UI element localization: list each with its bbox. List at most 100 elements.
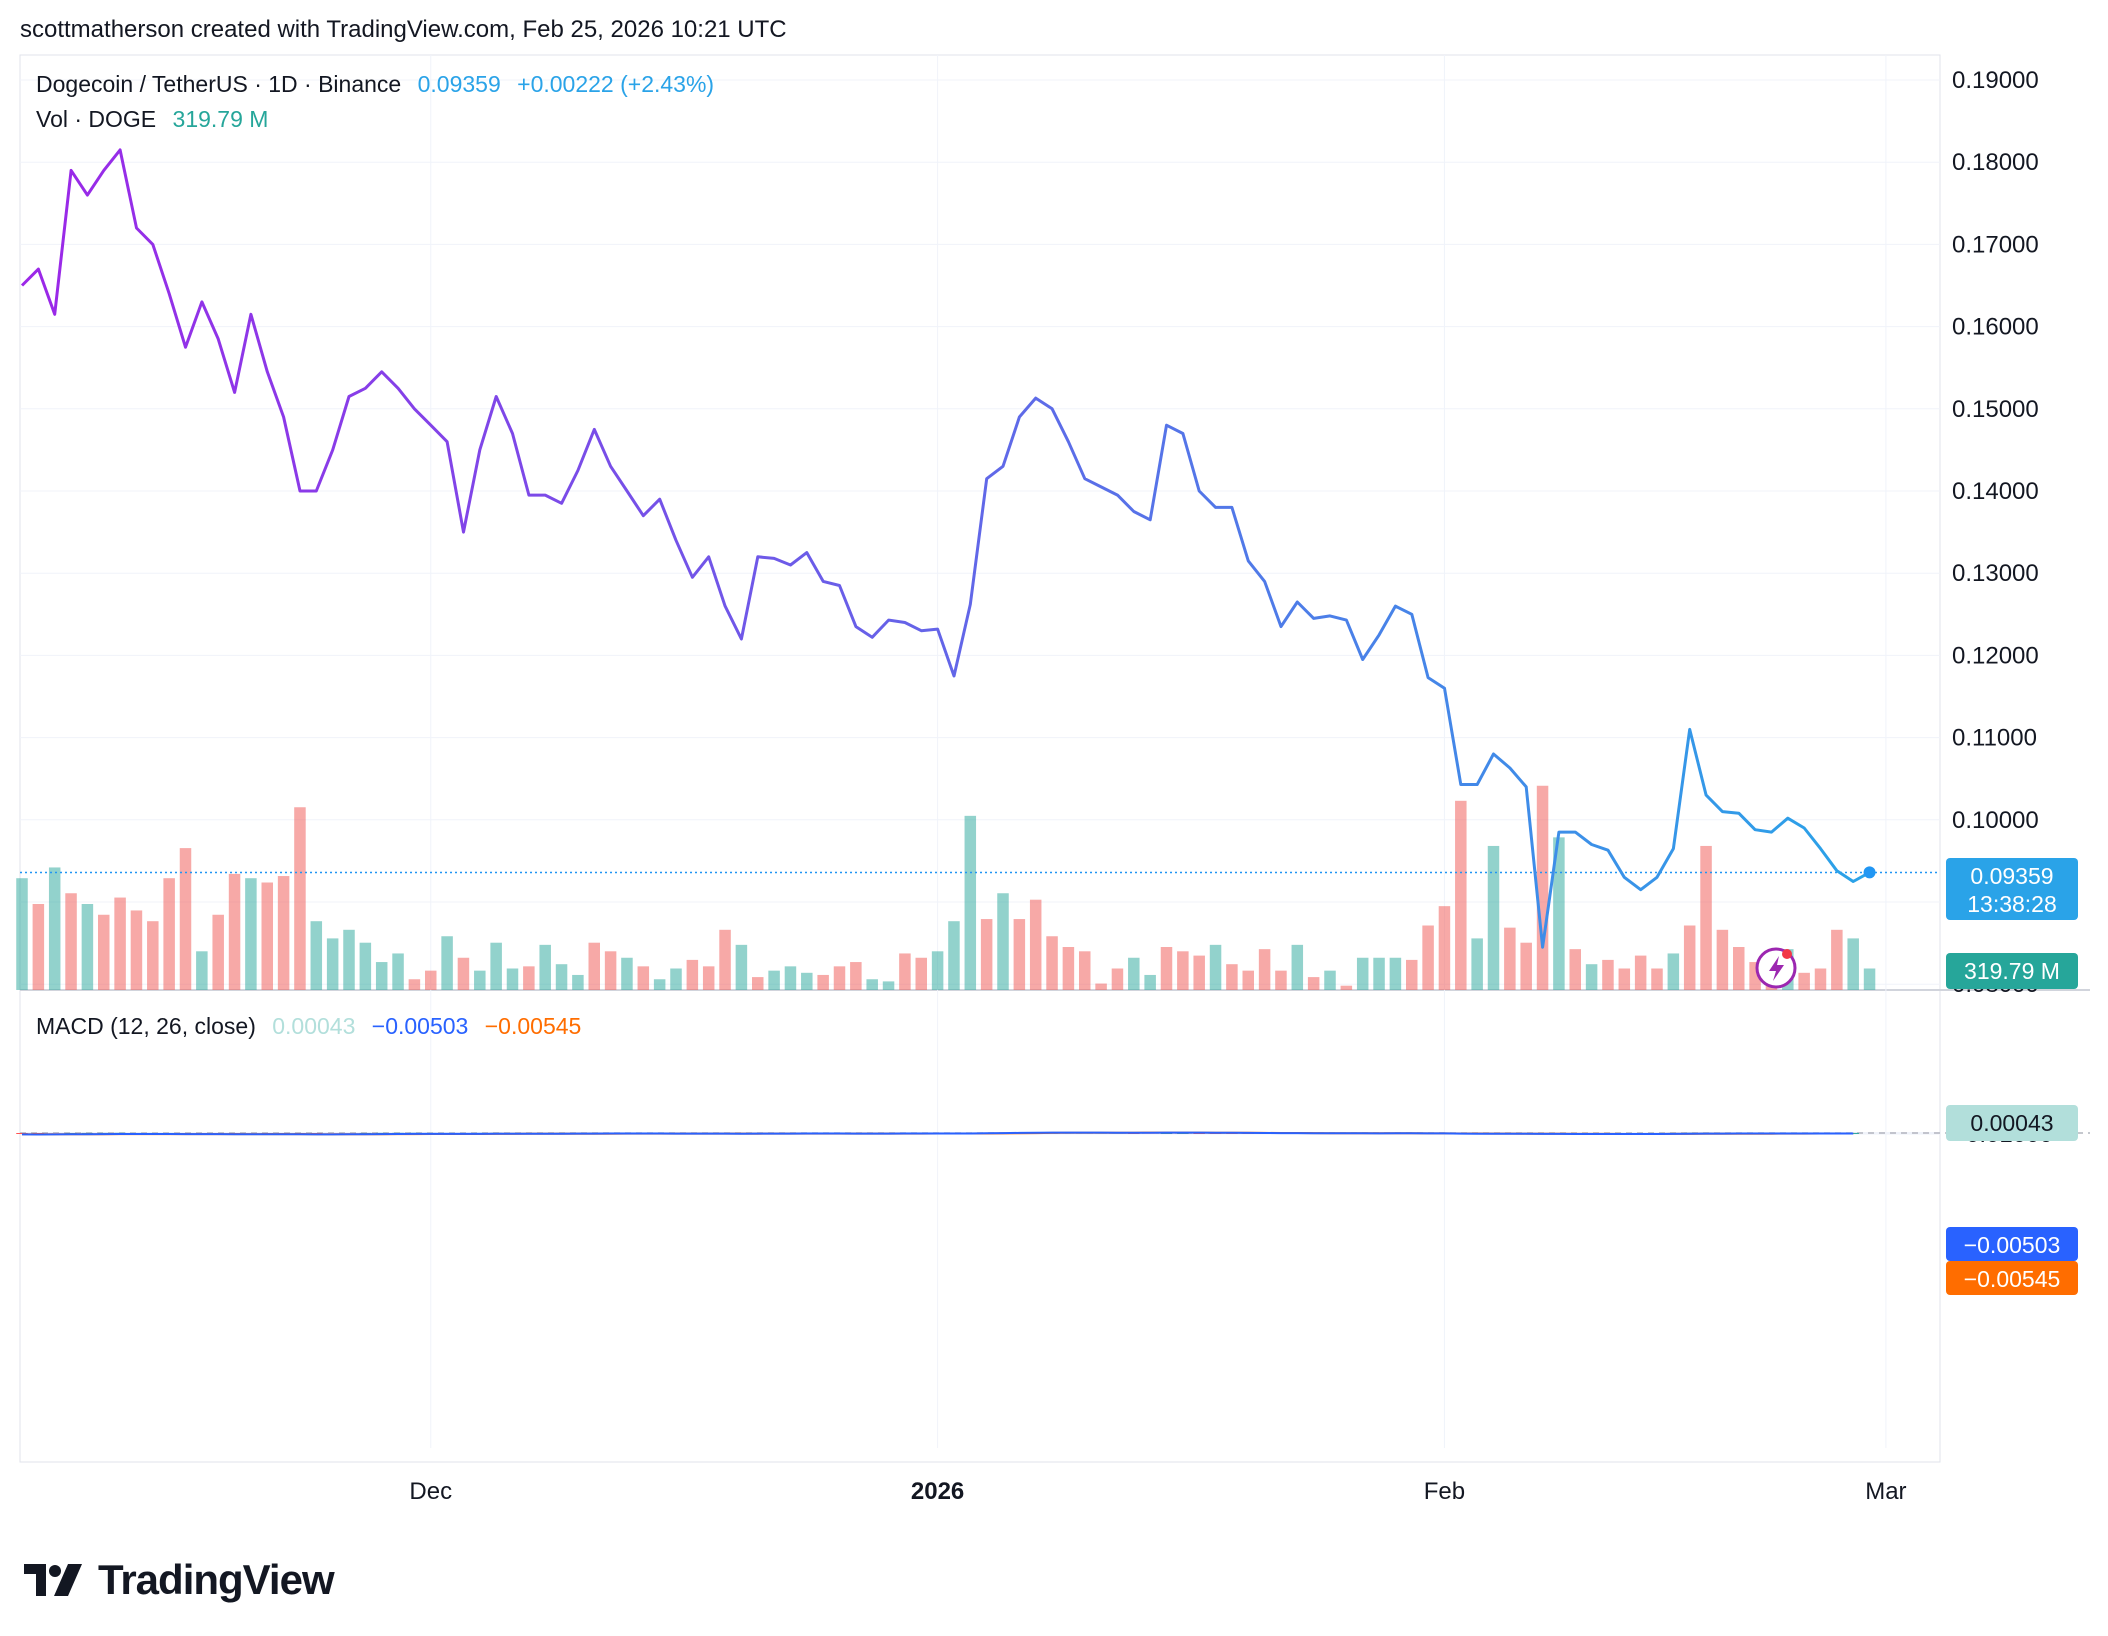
- histogram-badge: 0.00043: [1946, 1105, 2078, 1141]
- volume-bar: [980, 919, 993, 990]
- volume-badge-bg: [1946, 953, 2078, 989]
- volume-bar: [1455, 800, 1467, 990]
- histogram-badge-text: 0.00043: [1970, 1110, 2053, 1136]
- time-tick-label: 2026: [911, 1478, 964, 1505]
- volume-bar: [1618, 968, 1631, 990]
- volume-bar: [425, 970, 437, 990]
- volume-bar: [1013, 919, 1026, 990]
- price-tick-label: 0.14000: [1952, 478, 2039, 505]
- volume-bar: [392, 953, 404, 990]
- close-price-line: [20, 148, 1871, 949]
- signal-badge-bg: [1946, 1261, 2078, 1295]
- volume-bar: [1373, 957, 1385, 990]
- time-tick-label: Feb: [1424, 1478, 1465, 1505]
- macd-signal-value: −0.00545: [484, 1013, 582, 1039]
- volume-bar: [964, 815, 977, 990]
- volume-bar: [490, 942, 502, 990]
- volume-bar: [1602, 959, 1614, 990]
- volume-bar: [277, 876, 290, 990]
- volume-bar: [375, 962, 388, 990]
- volume-bar: [735, 944, 748, 990]
- last-price-dot: [1863, 866, 1876, 879]
- volume-bar: [457, 957, 470, 990]
- macd-lines: [21, 1131, 1854, 1136]
- volume-bar: [1716, 929, 1729, 990]
- chart-frame: [19, 54, 1941, 1463]
- macd-badge-text: −0.00503: [1964, 1232, 2061, 1258]
- volume-bar: [98, 914, 110, 990]
- macd-badge: −0.00503: [1946, 1227, 2078, 1261]
- volume-bar: [408, 979, 421, 990]
- volume-bar: [1700, 845, 1712, 990]
- symbol-label[interactable]: Dogecoin / TetherUS · 1D · Binance: [36, 71, 402, 97]
- volume-bar: [882, 981, 895, 990]
- price-badge-text: 13:38:28: [1967, 891, 2057, 917]
- tradingview-logo[interactable]: TradingView: [24, 1556, 335, 1604]
- volume-bar: [1847, 938, 1859, 990]
- volume-bar: [474, 970, 486, 990]
- price-tick-label: 0.16000: [1952, 314, 2039, 341]
- volume-bar: [1471, 938, 1483, 990]
- lightning-bolt-icon: [1769, 956, 1784, 981]
- chart-canvas[interactable]: 0.19000 0.18000 0.17000 0.16000 0.15000 0.140…: [0, 0, 2108, 1540]
- macd-badge-bg: [1946, 1227, 2078, 1261]
- volume-bar: [588, 942, 600, 990]
- volume-bar: [196, 951, 208, 990]
- volume-bar: [1798, 972, 1810, 990]
- volume-bar: [16, 878, 28, 990]
- volume-bar: [65, 893, 77, 990]
- volume-bar: [1863, 968, 1876, 990]
- notification-dot-icon: [1782, 949, 1792, 959]
- volume-legend: Vol · DOGE 319.79 M: [36, 106, 278, 133]
- volume-bar: [1291, 944, 1304, 990]
- volume-bar: [1438, 906, 1451, 990]
- axes: 0.19000 0.18000 0.17000 0.16000 0.15000 0.140…: [409, 67, 2052, 1505]
- attribution-text: scottmatherson created with TradingView.…: [20, 16, 787, 43]
- time-tick-label: Dec: [409, 1478, 452, 1505]
- volume-bar: [228, 873, 241, 990]
- macd-label[interactable]: MACD (12, 26, close): [36, 1013, 256, 1039]
- volume-bar: [801, 972, 813, 990]
- volume-bar: [1226, 964, 1238, 990]
- volume-bar: [1749, 962, 1761, 990]
- volume-bar: [784, 966, 797, 990]
- price-tick-label: 0.15000: [1952, 396, 2039, 423]
- volume-bar: [523, 966, 535, 990]
- volume-bar: [1553, 837, 1565, 990]
- volume-bar: [1029, 899, 1042, 990]
- histogram-badge-bg: [1946, 1105, 2078, 1141]
- volume-bar: [915, 957, 927, 990]
- volume-bar: [326, 938, 339, 990]
- volume-bar: [1209, 944, 1222, 990]
- volume-bar: [1128, 957, 1140, 990]
- volume-bar: [1111, 968, 1124, 990]
- volume-bar: [147, 921, 159, 990]
- macd-hist-value: 0.00043: [272, 1013, 356, 1039]
- volume-bar: [948, 921, 960, 990]
- volume-bar: [931, 951, 944, 990]
- volume-bar: [114, 897, 126, 990]
- volume-bar: [637, 966, 650, 990]
- volume-bar: [1651, 968, 1663, 990]
- volume-bar: [899, 953, 911, 990]
- price-tick-label: 0.17000: [1952, 231, 2039, 258]
- volume-bar: [1307, 977, 1320, 990]
- price-legend: Dogecoin / TetherUS · 1D · Binance 0.093…: [36, 71, 724, 98]
- volume-bar: [261, 882, 273, 990]
- volume-bar: [604, 951, 617, 990]
- volume-bar: [1831, 929, 1843, 990]
- volume-bar: [130, 910, 143, 990]
- volume-label[interactable]: Vol · DOGE: [36, 106, 157, 132]
- volume-bar: [1324, 970, 1336, 990]
- volume-bar: [294, 807, 306, 990]
- volume-bar: [1062, 947, 1075, 990]
- volume-bar: [653, 979, 666, 990]
- volume-bar: [702, 966, 715, 990]
- volume-bar: [1683, 925, 1696, 990]
- volume-bar: [441, 936, 453, 990]
- volume-bar: [621, 957, 633, 990]
- volume-bar: [1046, 936, 1058, 990]
- volume-bar: [32, 904, 45, 990]
- macd-line-value: −0.00503: [371, 1013, 469, 1039]
